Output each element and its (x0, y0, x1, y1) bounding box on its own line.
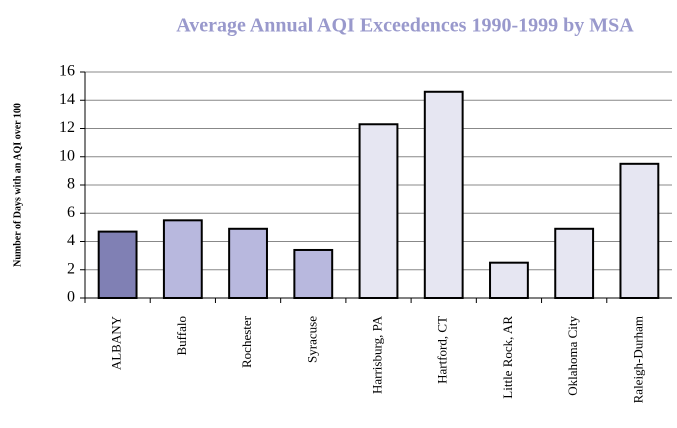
bar (293, 248, 334, 300)
bar (162, 219, 203, 299)
x-tick-label: Syracuse (304, 316, 319, 363)
y-tick-label: 14 (59, 91, 75, 108)
y-tick-label: 16 (59, 63, 75, 80)
bar (97, 230, 138, 299)
x-tick-label: Rochester (239, 315, 254, 368)
x-tick-label: Oklahoma City (565, 316, 580, 396)
bar (489, 261, 529, 299)
x-tick-label: Buffalo (174, 316, 189, 355)
y-tick-label: 12 (59, 119, 75, 136)
y-axis-label: Number of Days with an AQI over 100 (12, 103, 23, 267)
y-tick-label: 2 (67, 260, 75, 277)
bar (619, 162, 660, 299)
y-tick-label: 10 (59, 147, 75, 164)
x-tick-label: Raleigh-Durham (630, 316, 645, 403)
bar (228, 227, 268, 300)
x-tick-label: Harrisburg, PA (369, 315, 384, 394)
y-tick-label: 0 (67, 289, 75, 306)
x-tick-label: Hartford, CT (435, 316, 450, 384)
x-tick-label: ALBANY (109, 315, 124, 370)
chart-title: Average Annual AQI Exceedences 1990-1999… (176, 15, 634, 37)
y-tick-label: 8 (67, 176, 75, 193)
bar (554, 227, 595, 300)
y-tick-label: 4 (67, 232, 75, 249)
bar (358, 123, 399, 299)
x-tick-label: Little Rock, AR (500, 316, 515, 399)
y-tick-label: 6 (67, 204, 75, 221)
bar (423, 90, 464, 300)
